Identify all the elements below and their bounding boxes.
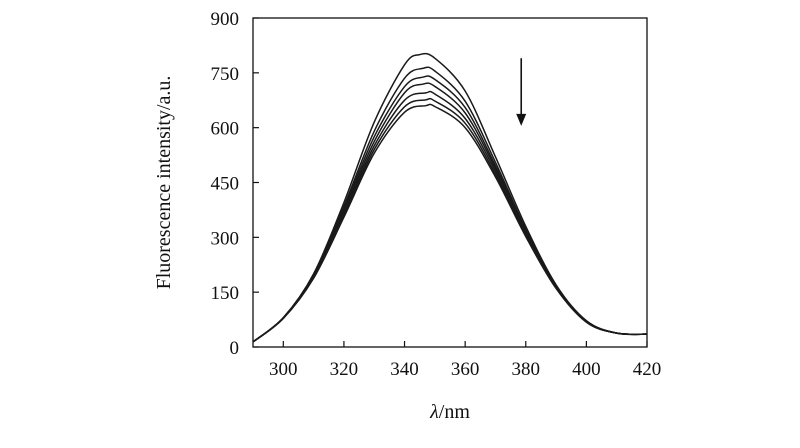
y-axis-title: Fluorescence intensity/a.u.: [153, 76, 175, 290]
x-tick-label: 400: [572, 359, 601, 380]
y-tick-label: 900: [211, 9, 240, 30]
series-line-7: [252, 103, 648, 343]
y-tick-label: 300: [211, 228, 240, 249]
series-line-4: [252, 82, 648, 343]
y-tick-label: 750: [211, 64, 240, 85]
x-tick-label: 360: [451, 359, 480, 380]
x-axis-title: λ/nm: [429, 401, 470, 423]
y-tick-label: 600: [211, 119, 240, 140]
x-tick-label: 340: [390, 359, 419, 380]
series-line-5: [252, 90, 648, 343]
y-tick-label: 450: [211, 174, 240, 195]
y-tick-label: 150: [211, 283, 240, 304]
x-tick-label: 300: [269, 359, 298, 380]
y-tick-label: 0: [230, 338, 240, 359]
series-line-2: [252, 66, 648, 343]
x-tick-label: 380: [512, 359, 541, 380]
x-tick-label: 320: [330, 359, 359, 380]
plot-frame: [252, 17, 648, 348]
x-axis-title-symbol: λ: [429, 401, 439, 423]
x-axis-title-unit: /nm: [439, 401, 471, 423]
series-line-6: [252, 97, 648, 343]
x-tick-label: 420: [633, 359, 662, 380]
decrease-arrow-head: [516, 113, 527, 126]
